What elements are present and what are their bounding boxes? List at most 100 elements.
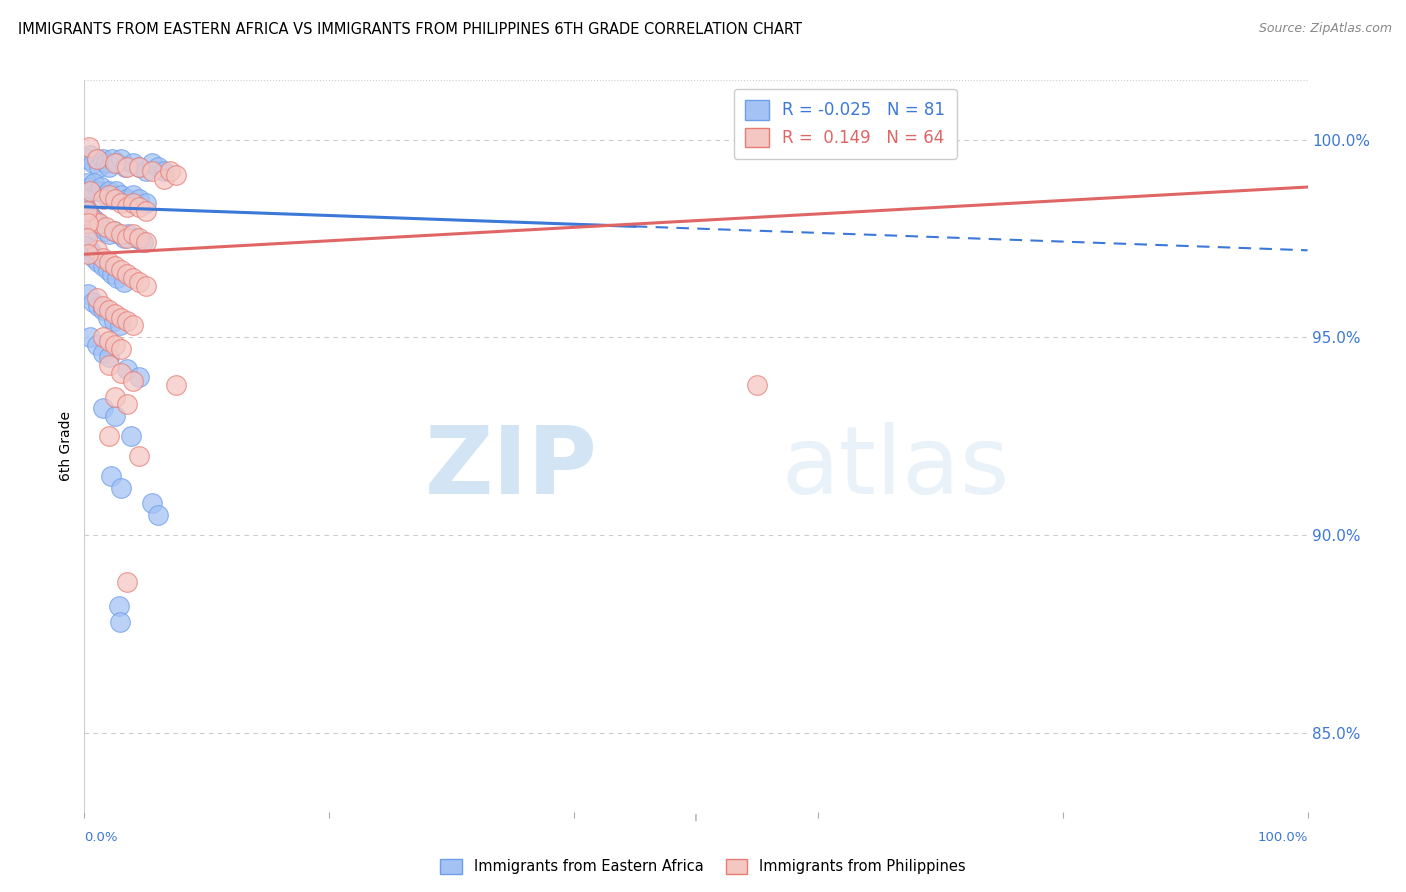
Point (153, 164, 176, 178)
Point (112, 275, 135, 289)
Point (104, 409, 127, 424)
Point (112, 231, 135, 245)
Point (94, 188, 117, 202)
Point (97, 255, 120, 269)
Point (91, 153, 114, 167)
Text: Source: ZipAtlas.com: Source: ZipAtlas.com (1258, 22, 1392, 36)
Point (97, 302, 120, 317)
Point (132, 235, 155, 250)
Point (110, 153, 132, 167)
Point (122, 188, 145, 202)
Point (122, 227, 145, 242)
Point (115, 231, 138, 245)
Point (100, 468, 122, 483)
Point (82, 294, 104, 309)
Point (165, 168, 187, 182)
Point (135, 164, 157, 178)
Point (747, 377, 769, 392)
Point (128, 275, 150, 289)
Point (97, 310, 120, 325)
Point (103, 223, 125, 237)
Point (77, 216, 100, 230)
Point (104, 338, 127, 352)
Point (115, 314, 138, 328)
Point (91, 259, 114, 273)
Point (101, 267, 124, 281)
Point (86, 338, 108, 352)
Point (79, 184, 101, 198)
Point (77, 153, 100, 167)
Point (122, 271, 145, 285)
Point (104, 390, 127, 404)
Point (141, 496, 163, 510)
Point (135, 235, 157, 250)
Point (110, 342, 132, 356)
Point (128, 161, 150, 175)
Point (105, 271, 128, 285)
Point (91, 251, 114, 265)
Point (115, 362, 138, 376)
Point (103, 223, 125, 237)
Point (108, 318, 131, 333)
Point (83, 176, 105, 190)
Point (86, 244, 108, 258)
Point (114, 161, 136, 175)
Point (73, 192, 96, 206)
Point (104, 307, 127, 321)
Y-axis label: 6th Grade: 6th Grade (59, 411, 73, 481)
Legend: Immigrants from Eastern Africa, Immigrants from Philippines: Immigrants from Eastern Africa, Immigran… (434, 853, 972, 880)
Point (86, 153, 108, 167)
Point (122, 318, 145, 333)
Text: IMMIGRANTS FROM EASTERN AFRICA VS IMMIGRANTS FROM PHILIPPINES 6TH GRADE CORRELAT: IMMIGRANTS FROM EASTERN AFRICA VS IMMIGR… (18, 22, 803, 37)
Point (76, 203, 98, 218)
Point (110, 481, 132, 495)
Point (110, 195, 132, 210)
Legend: R = -0.025   N = 81, R =  0.149   N = 64: R = -0.025 N = 81, R = 0.149 N = 64 (734, 88, 956, 159)
Point (110, 310, 132, 325)
Point (76, 239, 98, 253)
Point (105, 184, 128, 198)
Point (110, 366, 132, 380)
Point (165, 377, 187, 392)
Point (79, 330, 101, 344)
Point (73, 239, 96, 253)
Point (83, 251, 105, 265)
Point (128, 161, 150, 175)
Point (77, 247, 100, 261)
Point (94, 223, 117, 237)
Point (115, 200, 138, 214)
Point (91, 330, 114, 344)
Point (153, 172, 176, 186)
Point (128, 231, 150, 245)
Point (91, 401, 114, 416)
Point (135, 195, 157, 210)
Point (97, 227, 120, 242)
Point (115, 192, 138, 206)
Point (97, 263, 120, 277)
Point (96, 219, 118, 234)
Point (107, 599, 129, 614)
Point (115, 575, 138, 590)
Point (96, 156, 118, 170)
Point (115, 397, 138, 411)
Point (122, 156, 145, 170)
Point (135, 278, 157, 293)
Point (110, 227, 132, 242)
Point (90, 219, 112, 234)
Point (87, 216, 110, 230)
Point (83, 211, 105, 226)
Point (141, 164, 163, 178)
Point (115, 161, 138, 175)
Point (101, 153, 124, 167)
Point (128, 449, 150, 463)
Point (104, 192, 127, 206)
Point (108, 615, 131, 629)
Point (97, 188, 120, 202)
Point (105, 156, 128, 170)
Point (146, 161, 169, 175)
Point (120, 429, 142, 443)
Text: ZIP: ZIP (425, 422, 598, 514)
Point (91, 192, 114, 206)
Point (97, 429, 120, 443)
Point (122, 195, 145, 210)
